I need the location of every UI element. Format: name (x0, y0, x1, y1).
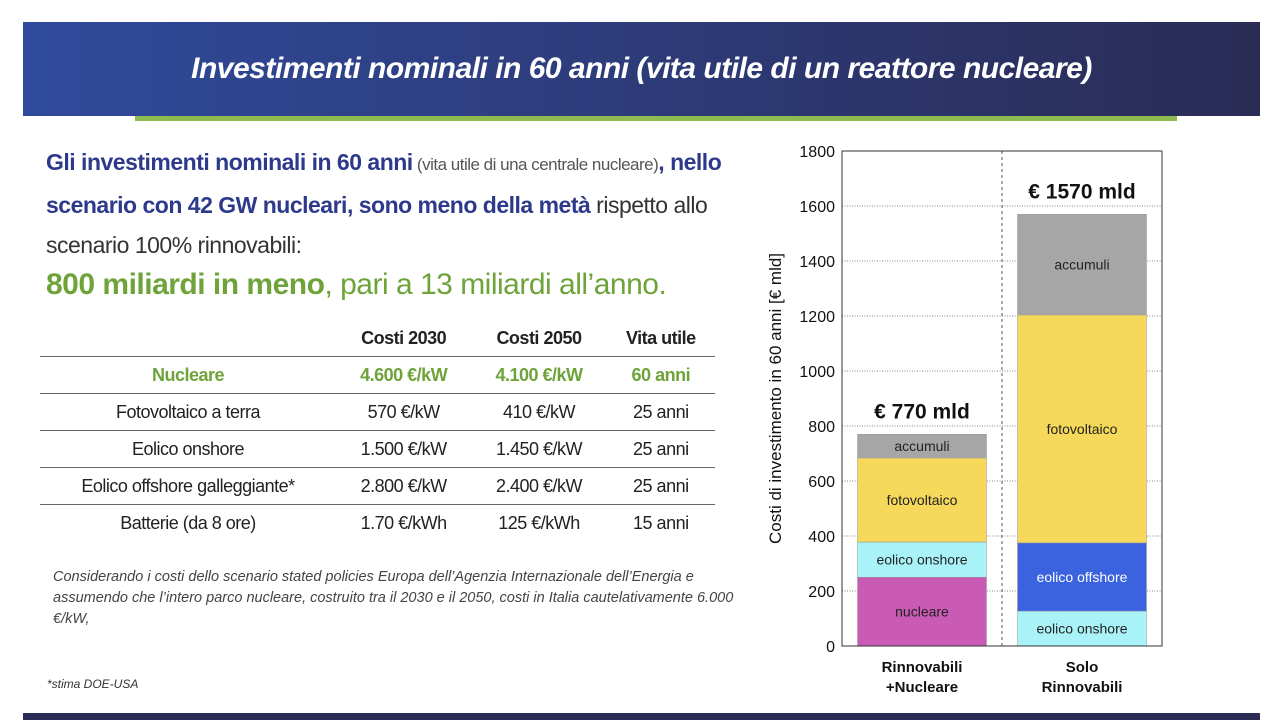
y-tick-label: 0 (826, 639, 835, 656)
cell: 125 €/kWh (498, 512, 580, 533)
table-row: Fotovoltaico a terra 570 €/kW 410 €/kW 25 a… (40, 393, 715, 431)
segment-label: accumuli (894, 438, 949, 454)
bar-segment (857, 541, 987, 578)
col-header: Costi 2030 (361, 327, 447, 348)
segment-label: fotovoltaico (887, 492, 958, 508)
y-tick-label: 1600 (799, 199, 835, 216)
y-tick-label: 400 (808, 529, 835, 546)
intro: Gli investimenti nominali in 60 anni (vi… (46, 142, 726, 306)
text: , pari a 13 miliardi all’anno. (324, 268, 667, 301)
footer-bar (23, 713, 1260, 720)
table-row: Eolico onshore 1.500 €/kW 1.450 €/kW 25 ann… (40, 430, 715, 468)
cell: 2.400 €/kW (495, 475, 583, 496)
cell: 1.70 €/kWh (360, 512, 448, 533)
cell: Eolico offshore galleggiante* (81, 475, 295, 496)
text: , nello scenario con 42 GW nucleari, son… (46, 149, 722, 218)
total-label: € 770 mld (874, 400, 970, 423)
bar-segment (1017, 314, 1147, 544)
table-row: Nucleare 4.600 €/kW 4.100 €/kW 60 anni (40, 356, 715, 394)
bar-segment (857, 577, 987, 647)
total-label: € 1570 mld (1028, 180, 1135, 203)
cell: 1.450 €/kW (495, 438, 583, 459)
text: Gli investimenti nominali in 60 anni (46, 149, 413, 175)
cell: 25 anni (633, 475, 689, 496)
text: (vita utile di una centrale nucleare) (412, 155, 659, 174)
cell: 4.600 €/kW (360, 364, 448, 385)
cell: 25 anni (633, 401, 689, 422)
cost-table: Costi 2030 Costi 2050 Vita utile Nucleare 4.… (40, 320, 715, 541)
plot-frame (841, 150, 1163, 647)
segment-label: eolico offshore (1037, 569, 1128, 585)
table-row: Batterie (da 8 ore) 1.70 €/kWh 125 €/kWh 15… (40, 504, 715, 542)
cell: Fotovoltaico a terra (115, 401, 261, 422)
y-tick-label: 200 (808, 584, 835, 601)
col-header: Costi 2050 (496, 327, 582, 348)
accent-line (135, 116, 1177, 121)
segment-label: eolico onshore (1036, 621, 1127, 637)
cell: 60 anni (631, 364, 691, 385)
bar-segment (857, 434, 987, 459)
cell: Batterie (da 8 ore) (120, 512, 256, 533)
cell: 570 €/kW (367, 401, 441, 422)
bar-segment (1017, 542, 1147, 612)
cell: Nucleare (151, 364, 225, 385)
segment-label: accumuli (1054, 257, 1109, 273)
cell: 25 anni (633, 438, 689, 459)
cell: 1.500 €/kW (360, 438, 448, 459)
cell: 2.800 €/kW (360, 475, 448, 496)
y-tick-label: 1800 (799, 144, 835, 161)
x-tick-label: Solo Rinnovabili (1042, 659, 1123, 696)
y-tick-label: 800 (808, 419, 835, 436)
y-tick-label: 1400 (799, 254, 835, 271)
table-row: Eolico offshore galleggiante* 2.800 €/kW 2… (40, 467, 715, 505)
footnote: *stima DOE-USA (47, 677, 139, 691)
segment-label: eolico onshore (876, 552, 967, 568)
cell: 410 €/kW (502, 401, 576, 422)
text: rispetto allo scenario 100% rinnovabili: (46, 192, 708, 258)
cell: 4.100 €/kW (495, 364, 583, 385)
segment-label: fotovoltaico (1047, 421, 1118, 437)
note: Considerando i costi dello scenario stat… (53, 569, 734, 627)
bar-segment (857, 457, 987, 543)
text: 800 miliardi in meno (46, 268, 325, 301)
segment-label: nucleare (895, 604, 949, 620)
bar-segment (1017, 214, 1147, 316)
y-tick-label: 600 (808, 474, 835, 491)
y-tick-label: 1000 (799, 364, 835, 381)
cell: Eolico onshore (131, 438, 245, 459)
cell: 15 anni (633, 512, 689, 533)
y-tick-label: 1200 (799, 309, 835, 326)
header-title: Investimenti nominali in 60 anni (vita u… (23, 22, 1260, 116)
y-axis-label: Costi di investimento in 60 anni [€ mld] (766, 253, 785, 544)
col-header: Vita utile (625, 327, 696, 348)
x-tick-label: Rinnovabili +Nucleare (882, 659, 963, 696)
